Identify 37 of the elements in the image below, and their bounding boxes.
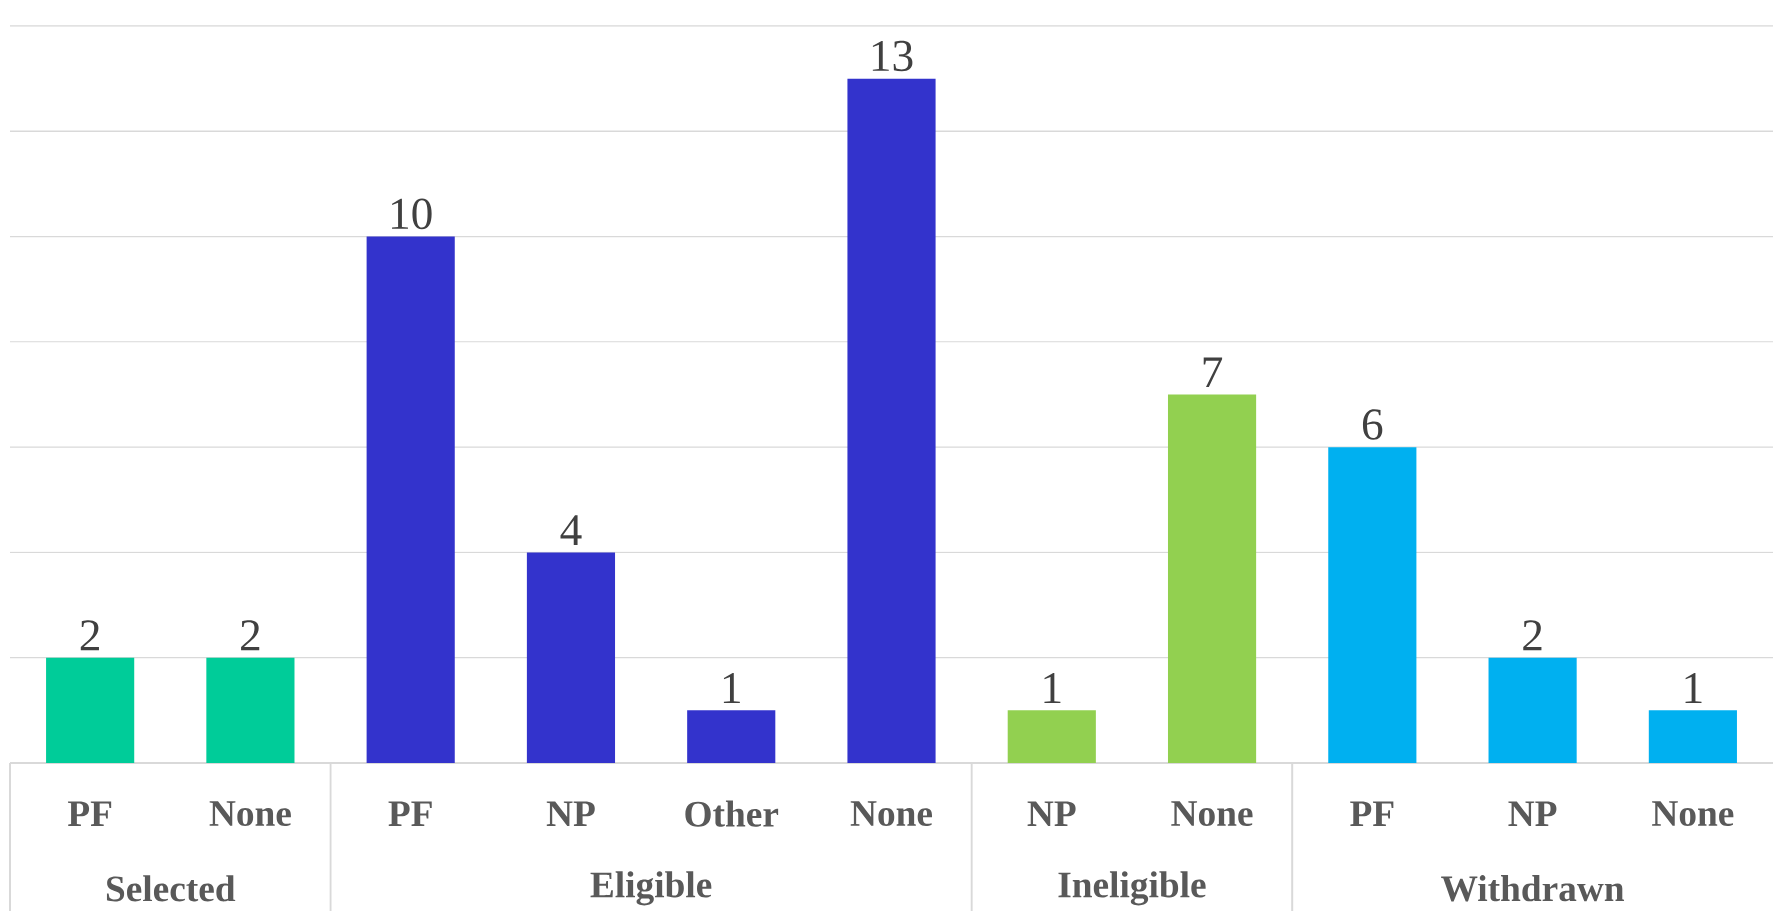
text: Ineligible xyxy=(1058,871,1206,906)
x-tick-label: NP xyxy=(546,801,595,826)
x-tick-label: PF xyxy=(388,801,432,826)
data-label: 2 xyxy=(1523,620,1542,651)
data-label: 4 xyxy=(560,515,582,546)
data-label: 1 xyxy=(723,673,740,703)
text: Withdrawn xyxy=(1441,875,1625,902)
text: Selected xyxy=(106,875,236,902)
data-label: 6 xyxy=(1362,409,1383,440)
bar xyxy=(526,552,616,763)
x-tick-label: NP xyxy=(1508,801,1557,826)
bar xyxy=(366,236,455,763)
x-tick-label: PF xyxy=(67,801,112,826)
data-label: 2 xyxy=(241,620,260,651)
bar xyxy=(1328,447,1417,763)
bar xyxy=(46,657,135,763)
bar xyxy=(847,78,936,763)
bar xyxy=(1167,394,1257,763)
data-label: 1 xyxy=(1044,673,1061,703)
bar xyxy=(1007,710,1096,763)
bar xyxy=(206,657,295,763)
x-tick-label: None xyxy=(209,801,291,827)
x-tick-label: None xyxy=(1171,801,1253,827)
bar xyxy=(687,710,776,763)
data-label: 1 xyxy=(1685,673,1702,703)
data-label: 10 xyxy=(392,198,432,230)
x-tick-label: Other xyxy=(685,800,779,827)
x-tick-label: PF xyxy=(1350,801,1394,826)
x-tick-label: NP xyxy=(1027,801,1076,826)
x-tick-label: None xyxy=(850,801,933,827)
bar xyxy=(1488,657,1577,763)
text: Eligible xyxy=(590,871,712,906)
data-label: 7 xyxy=(1203,357,1223,388)
data-label: 13 xyxy=(872,40,913,72)
x-tick-label: None xyxy=(1652,801,1734,827)
data-label: 2 xyxy=(80,620,99,651)
bar xyxy=(1648,710,1737,763)
